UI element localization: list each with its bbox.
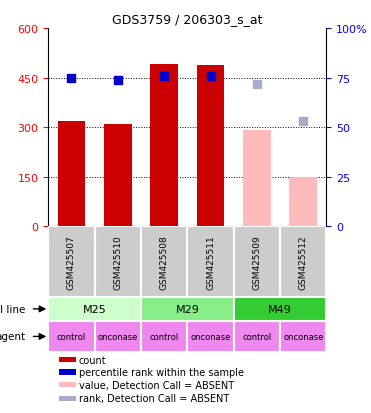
Text: cell line: cell line (0, 304, 25, 314)
Bar (95, 227, 141, 297)
Text: GSM425511: GSM425511 (206, 235, 215, 289)
Text: value, Detection Call = ABSENT: value, Detection Call = ABSENT (79, 380, 234, 390)
Text: agent: agent (0, 332, 25, 342)
Point (115, 78, 121, 84)
Text: M25: M25 (83, 304, 106, 314)
Bar (280, 321, 326, 352)
Bar (141, 297, 234, 321)
Text: M49: M49 (268, 304, 292, 314)
Bar (59, 382, 76, 387)
Text: M29: M29 (175, 304, 199, 314)
Bar (243, 131, 271, 227)
Text: control: control (150, 332, 179, 341)
Bar (59, 369, 76, 375)
Text: onconase: onconase (190, 332, 231, 341)
Text: count: count (79, 355, 106, 365)
Bar (150, 65, 178, 227)
Point (301, 119, 306, 125)
Bar (187, 227, 234, 297)
Bar (187, 321, 234, 352)
Text: GSM425510: GSM425510 (113, 235, 122, 289)
Text: control: control (57, 332, 86, 341)
Text: GSM425509: GSM425509 (252, 235, 262, 289)
Text: onconase: onconase (98, 332, 138, 341)
Text: GSM425507: GSM425507 (67, 235, 76, 289)
Bar (234, 297, 326, 321)
Text: GSM425512: GSM425512 (299, 235, 308, 289)
Text: onconase: onconase (283, 332, 324, 341)
Point (161, 74, 167, 80)
Bar (197, 66, 224, 227)
Text: percentile rank within the sample: percentile rank within the sample (79, 367, 244, 377)
Bar (59, 396, 76, 401)
Bar (58, 121, 85, 227)
Bar (234, 227, 280, 297)
Bar (104, 124, 132, 227)
Bar (289, 178, 317, 227)
Bar (141, 321, 187, 352)
Point (69, 76, 75, 82)
Title: GDS3759 / 206303_s_at: GDS3759 / 206303_s_at (112, 13, 263, 26)
Point (254, 82, 260, 88)
Bar (280, 227, 326, 297)
Text: rank, Detection Call = ABSENT: rank, Detection Call = ABSENT (79, 394, 229, 404)
Bar (234, 321, 280, 352)
Text: control: control (242, 332, 272, 341)
Bar (141, 227, 187, 297)
Bar (95, 321, 141, 352)
Bar (48, 321, 95, 352)
Bar (48, 297, 141, 321)
Text: GSM425508: GSM425508 (160, 235, 169, 289)
Bar (59, 357, 76, 363)
Bar (48, 227, 95, 297)
Point (208, 74, 214, 80)
